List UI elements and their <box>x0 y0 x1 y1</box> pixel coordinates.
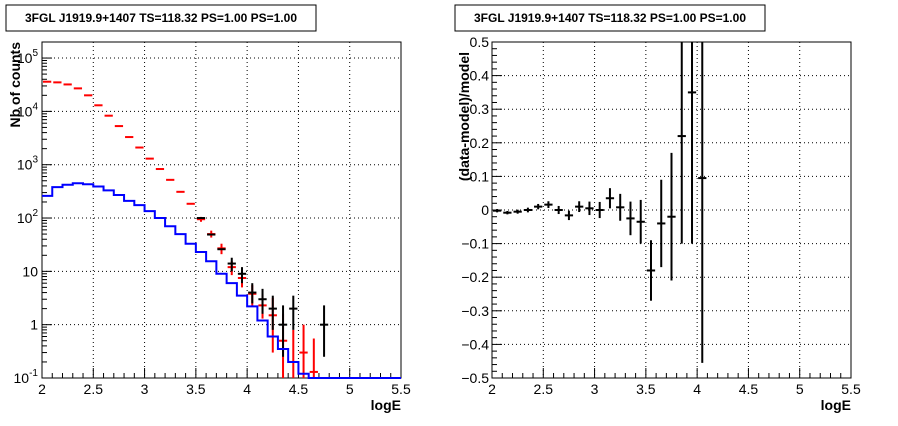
y-tick-label: 0 <box>481 202 489 218</box>
y-tick-base: 10 <box>17 50 33 66</box>
y-tick-label: −0.5 <box>461 370 489 386</box>
y-tick-label: −0.3 <box>461 303 489 319</box>
x-tick-label: 4 <box>243 381 251 397</box>
x-tick-label: 5.5 <box>391 381 411 397</box>
chart-title: 3FGL J1919.9+1407 TS=118.32 PS=1.00 PS=1… <box>474 11 746 25</box>
x-tick-label: 5 <box>796 381 804 397</box>
residuals-panel: 2 2.5 3 3.5 4 4.5 5 5.5 −0.5 −0.4 −0.3 −0.2 −0.1 0 0.1… <box>454 4 861 413</box>
y-tick-exponent: -1 <box>29 368 38 379</box>
y-tick-exponent: 4 <box>32 101 38 112</box>
y-tick-label: 1 <box>30 317 38 333</box>
x-tick-label: 3.5 <box>636 381 656 397</box>
y-tick-exponent: 2 <box>32 208 38 219</box>
axes-frame <box>41 41 402 379</box>
y-axis-label: Nb of counts <box>7 42 23 128</box>
y-tick-label: 102 <box>17 208 39 226</box>
y-axis-label: (data-model)/model <box>456 52 472 181</box>
x-axis-label: logE <box>821 397 851 413</box>
x-axis-ticks <box>41 368 402 378</box>
y-tick-label: −0.1 <box>461 236 489 252</box>
y-tick-label: 0.1 <box>470 168 490 184</box>
y-tick-exponent: 3 <box>32 155 38 166</box>
x-tick-label: 4 <box>693 381 701 397</box>
x-tick-label: 2 <box>488 381 496 397</box>
y-tick-label: 104 <box>17 101 39 119</box>
series-1 <box>196 217 329 357</box>
y-tick-base: 10 <box>17 157 33 173</box>
y-tick-label: 0.3 <box>470 101 490 117</box>
x-axis-ticks <box>491 368 852 378</box>
plot-area <box>42 42 401 378</box>
title-box <box>5 4 317 32</box>
grid-lines <box>42 42 401 378</box>
y-tick-label: −0.2 <box>461 269 489 285</box>
y-tick-label: 0.2 <box>470 135 490 151</box>
y-tick-base: 10 <box>17 103 33 119</box>
x-axis-label: logE <box>371 397 401 413</box>
y-tick-label: 103 <box>17 155 39 173</box>
x-tick-label: 5.5 <box>841 381 861 397</box>
x-tick-label: 3 <box>141 381 149 397</box>
y-tick-label: 105 <box>17 48 39 66</box>
y-tick-base: 10 <box>22 263 38 279</box>
y-tick-label: 10 <box>22 263 38 279</box>
counts-panel: 2 2.5 3 3.5 4 4.5 5 5.510-1110102103104105logEN… <box>5 4 411 413</box>
x-tick-label: 4.5 <box>739 381 759 397</box>
y-tick-base: 10 <box>14 370 30 386</box>
model-step-line <box>42 182 401 379</box>
y-tick-label: 0.4 <box>470 68 490 84</box>
x-tick-label: 3 <box>591 381 599 397</box>
y-tick-label: −0.4 <box>461 336 489 352</box>
y-tick-label: 0.5 <box>470 34 490 50</box>
y-axis-ticks <box>492 41 502 379</box>
y-tick-exponent: 5 <box>32 48 38 59</box>
y-tick-label: 10-1 <box>14 368 39 386</box>
x-tick-label: 2.5 <box>84 381 104 397</box>
x-tick-label: 2 <box>38 381 46 397</box>
y-tick-base: 1 <box>30 317 38 333</box>
x-tick-label: 2.5 <box>534 381 554 397</box>
y-axis-ticks <box>42 41 52 379</box>
grid-lines <box>492 42 851 378</box>
x-tick-label: 5 <box>346 381 354 397</box>
x-tick-label: 3.5 <box>186 381 206 397</box>
title-box <box>454 4 766 32</box>
series-2 <box>42 182 401 379</box>
chart-title: 3FGL J1919.9+1407 TS=118.32 PS=1.00 PS=1… <box>25 11 297 25</box>
y-tick-base: 10 <box>17 210 33 226</box>
series-0 <box>493 42 707 363</box>
x-tick-label: 4.5 <box>289 381 309 397</box>
